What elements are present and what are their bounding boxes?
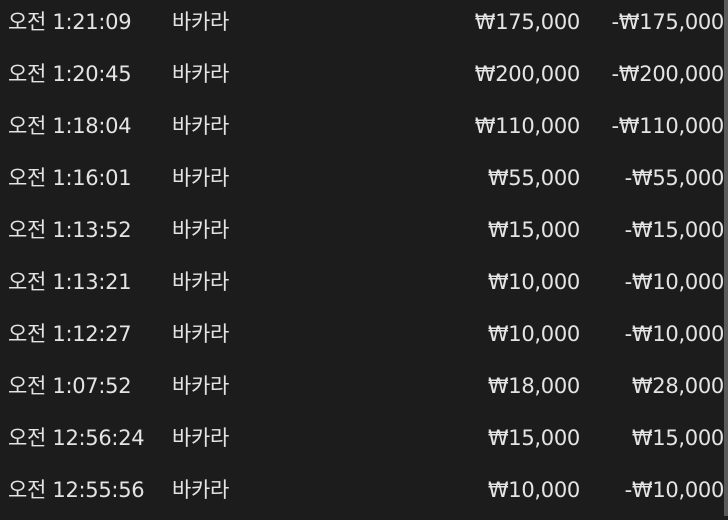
result-amount: -₩10,000 (624, 478, 725, 502)
result-amount: -₩10,000 (624, 322, 725, 346)
game-name: 바카라 (172, 270, 230, 294)
transaction-row[interactable]: 오전 1:16:01 바카라 ₩55,000 -₩55,000 (0, 156, 724, 208)
result-amount: ₩28,000 (631, 374, 724, 398)
bet-amount: ₩10,000 (487, 322, 580, 346)
bet-amount: ₩15,000 (487, 426, 580, 450)
game-name: 바카라 (172, 166, 230, 190)
time-text: 오전 1:18:04 (8, 114, 132, 138)
transaction-row[interactable]: 오전 1:12:27 바카라 ₩10,000 -₩10,000 (0, 312, 724, 364)
bet-amount: ₩55,000 (487, 166, 580, 190)
time-text: 오전 1:12:27 (8, 322, 132, 346)
transaction-row[interactable]: 오전 1:18:04 바카라 ₩110,000 -₩110,000 (0, 104, 724, 156)
bet-amount: ₩10,000 (487, 270, 580, 294)
result-amount: -₩175,000 (611, 10, 725, 34)
game-name: 바카라 (172, 218, 230, 242)
result-amount: ₩15,000 (631, 426, 724, 450)
bet-amount: ₩10,000 (487, 478, 580, 502)
transaction-row[interactable]: 오전 1:20:45 바카라 ₩200,000 -₩200,000 (0, 52, 724, 104)
game-name: 바카라 (172, 62, 230, 86)
bet-amount: ₩110,000 (474, 114, 581, 138)
transaction-row[interactable]: 오전 12:55:56 바카라 ₩10,000 -₩10,000 (0, 468, 724, 520)
transaction-row[interactable]: 오전 12:56:24 바카라 ₩15,000 ₩15,000 (0, 416, 724, 468)
bet-amount: ₩175,000 (474, 10, 581, 34)
result-amount: -₩200,000 (611, 62, 725, 86)
scrollbar[interactable] (724, 0, 728, 516)
time-text: 오전 1:20:45 (8, 62, 132, 86)
time-text: 오전 12:55:56 (8, 478, 145, 502)
game-name: 바카라 (172, 374, 230, 398)
result-amount: -₩110,000 (611, 114, 725, 138)
game-name: 바카라 (172, 426, 230, 450)
time-text: 오전 1:16:01 (8, 166, 132, 190)
time-text: 오전 1:21:09 (8, 10, 132, 34)
transaction-row[interactable]: 오전 1:13:52 바카라 ₩15,000 -₩15,000 (0, 208, 724, 260)
game-name: 바카라 (172, 10, 230, 34)
time-text: 오전 1:13:52 (8, 218, 132, 242)
transaction-row[interactable]: 오전 1:13:21 바카라 ₩10,000 -₩10,000 (0, 260, 724, 312)
transaction-row[interactable]: 오전 1:21:09 바카라 ₩175,000 -₩175,000 (0, 0, 724, 52)
time-text: 오전 1:13:21 (8, 270, 132, 294)
game-name: 바카라 (172, 114, 230, 138)
transaction-row[interactable]: 오전 1:07:52 바카라 ₩18,000 ₩28,000 (0, 364, 724, 416)
time-text: 오전 12:56:24 (8, 426, 145, 450)
result-amount: -₩15,000 (624, 218, 725, 242)
bet-amount: ₩15,000 (487, 218, 580, 242)
bet-amount: ₩18,000 (487, 374, 580, 398)
game-name: 바카라 (172, 322, 230, 346)
bet-amount: ₩200,000 (474, 62, 581, 86)
result-amount: -₩10,000 (624, 270, 725, 294)
time-text: 오전 1:07:52 (8, 374, 132, 398)
result-amount: -₩55,000 (624, 166, 725, 190)
game-name: 바카라 (172, 478, 230, 502)
